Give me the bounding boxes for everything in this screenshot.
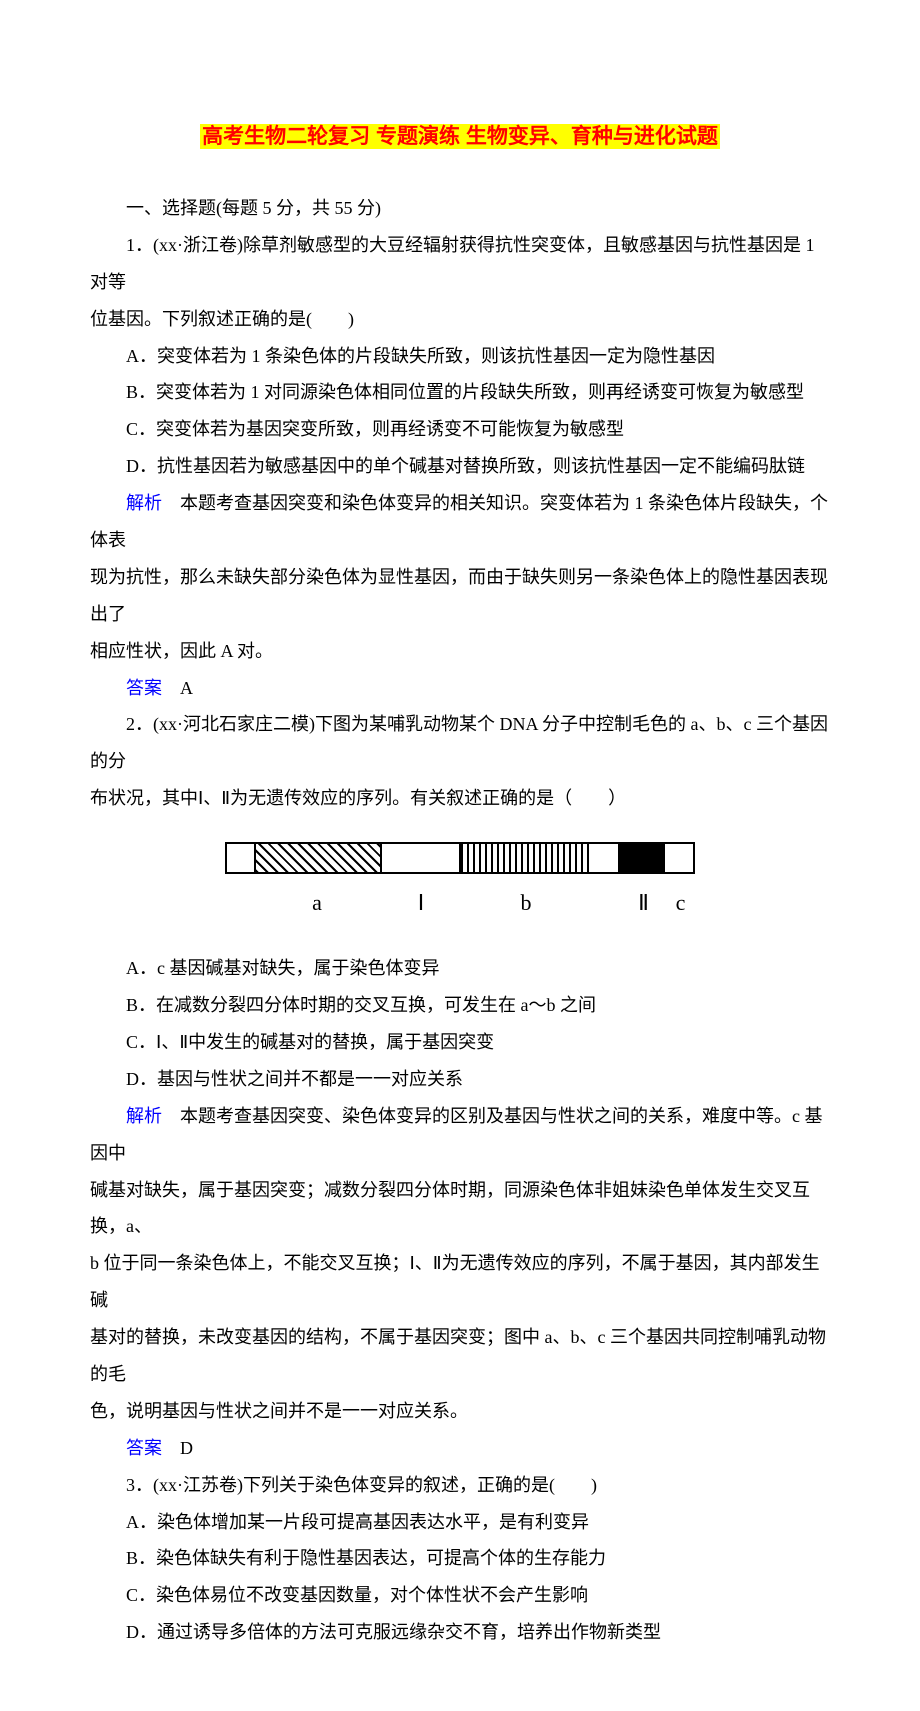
q2-analysis-line5: 色，说明基因与性状之间并不是一一对应关系。: [90, 1393, 830, 1430]
q3-option-a: A．染色体增加某一片段可提高基因表达水平，是有利变异: [90, 1504, 830, 1541]
analysis-label: 解析: [126, 1106, 162, 1126]
q1-answer: 答案 A: [90, 670, 830, 707]
dna-segment-label: c: [666, 880, 695, 925]
dna-segment: [665, 844, 693, 872]
q3-option-b: B．染色体缺失有利于隐性基因表达，可提高个体的生存能力: [90, 1540, 830, 1577]
q1-option-a: A．突变体若为 1 条染色体的片段缺失所致，则该抗性基因一定为隐性基因: [90, 338, 830, 375]
dna-segment: [382, 844, 461, 872]
q1-option-d: D．抗性基因若为敏感基因中的单个碱基对替换所致，则该抗性基因一定不能编码肽链: [90, 448, 830, 485]
q2-option-c: C．Ⅰ、Ⅱ中发生的碱基对的替换，属于基因突变: [90, 1024, 830, 1061]
q2-analysis-line4: 基对的替换，未改变基因的结构，不属于基因突变；图中 a、b、c 三个基因共同控制…: [90, 1319, 830, 1393]
body-text: 一、选择题(每题 5 分，共 55 分) 1．(xx·浙江卷)除草剂敏感型的大豆…: [90, 190, 830, 1651]
dna-segment: [589, 844, 620, 872]
q1-stem-line2: 位基因。下列叙述正确的是( ): [90, 301, 830, 338]
dna-segment-label: [591, 880, 621, 925]
q1-analysis-line3: 相应性状，因此 A 对。: [90, 633, 830, 670]
dna-segment-label: Ⅱ: [621, 880, 666, 925]
q2-answer: 答案 D: [90, 1430, 830, 1467]
q1-analysis-line1: 解析 本题考查基因突变和染色体变异的相关知识。突变体若为 1 条染色体片段缺失，…: [90, 485, 830, 559]
document-page: 高考生物二轮复习 专题演练 生物变异、育种与进化试题 一、选择题(每题 5 分，…: [0, 0, 920, 1711]
q2-option-b: B．在减数分裂四分体时期的交叉互换，可发生在 a～b 之间: [90, 987, 830, 1024]
q2-analysis-line2: 碱基对缺失，属于基因突变；减数分裂四分体时期，同源染色体非姐妹染色单体发生交叉互…: [90, 1172, 830, 1246]
q1-option-b: B．突变体若为 1 对同源染色体相同位置的片段缺失所致，则再经诱变可恢复为敏感型: [90, 374, 830, 411]
q2-option-a: A．c 基因碱基对缺失，属于染色体变异: [90, 950, 830, 987]
dna-diagram-bar: [225, 842, 695, 874]
analysis-label: 解析: [126, 493, 162, 513]
q2-stem-line1: 2．(xx·河北石家庄二模)下图为某哺乳动物某个 DNA 分子中控制毛色的 a、…: [90, 706, 830, 780]
q1-analysis-text1: 本题考查基因突变和染色体变异的相关知识。突变体若为 1 条染色体片段缺失，个体表: [90, 493, 828, 550]
dna-segment: [256, 844, 382, 872]
dna-segment: [620, 844, 665, 872]
q2-stem-line2: 布状况，其中Ⅰ、Ⅱ为无遗传效应的序列。有关叙述正确的是（ ）: [90, 780, 830, 817]
document-title-wrapper: 高考生物二轮复习 专题演练 生物变异、育种与进化试题: [90, 120, 830, 150]
q3-option-c: C．染色体易位不改变基因数量，对个体性状不会产生影响: [90, 1577, 830, 1614]
dna-segment-label: Ⅰ: [381, 880, 461, 925]
answer-label: 答案: [126, 1438, 162, 1458]
dna-diagram: aⅠbⅡc: [225, 842, 695, 925]
section-heading: 一、选择题(每题 5 分，共 55 分): [90, 190, 830, 227]
answer-label: 答案: [126, 678, 162, 698]
q2-analysis-line3: b 位于同一条染色体上，不能交叉互换；Ⅰ、Ⅱ为无遗传效应的序列，不属于基因，其内…: [90, 1245, 830, 1319]
document-title: 高考生物二轮复习 专题演练 生物变异、育种与进化试题: [200, 124, 720, 149]
q3-option-d: D．通过诱导多倍体的方法可克服远缘杂交不育，培养出作物新类型: [90, 1614, 830, 1651]
dna-segment-label: b: [461, 880, 591, 925]
q2-analysis-line1: 解析 本题考查基因突变、染色体变异的区别及基因与性状之间的关系，难度中等。c 基…: [90, 1098, 830, 1172]
q1-stem-line1: 1．(xx·浙江卷)除草剂敏感型的大豆经辐射获得抗性突变体，且敏感基因与抗性基因…: [90, 227, 830, 301]
q1-answer-value: A: [162, 678, 193, 698]
dna-segment: [461, 844, 589, 872]
q3-stem: 3．(xx·江苏卷)下列关于染色体变异的叙述，正确的是( ): [90, 1467, 830, 1504]
q2-option-d: D．基因与性状之间并不都是一一对应关系: [90, 1061, 830, 1098]
dna-segment-label: a: [253, 880, 381, 925]
dna-segment-label: [225, 880, 253, 925]
dna-diagram-labels: aⅠbⅡc: [225, 880, 695, 925]
dna-segment: [227, 844, 256, 872]
q2-answer-value: D: [162, 1438, 193, 1458]
q1-analysis-line2: 现为抗性，那么未缺失部分染色体为显性基因，而由于缺失则另一条染色体上的隐性基因表…: [90, 559, 830, 633]
q1-option-c: C．突变体若为基因突变所致，则再经诱变不可能恢复为敏感型: [90, 411, 830, 448]
q2-analysis-text1: 本题考查基因突变、染色体变异的区别及基因与性状之间的关系，难度中等。c 基因中: [90, 1106, 823, 1163]
